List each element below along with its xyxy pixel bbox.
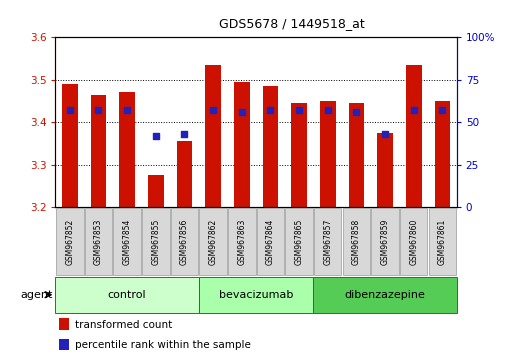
Point — [295, 107, 303, 113]
Text: GSM967858: GSM967858 — [352, 218, 361, 265]
Text: GSM967862: GSM967862 — [209, 218, 218, 265]
Point — [266, 107, 275, 113]
Text: GSM967853: GSM967853 — [94, 218, 103, 265]
Bar — [62, 84, 78, 207]
Bar — [171, 209, 198, 275]
Bar — [199, 277, 314, 313]
Text: GSM967855: GSM967855 — [151, 218, 161, 265]
Bar — [371, 209, 399, 275]
Bar — [142, 209, 169, 275]
Point — [438, 107, 447, 113]
Bar — [60, 318, 70, 330]
Text: control: control — [108, 290, 146, 300]
Bar — [119, 92, 135, 207]
Bar — [205, 65, 221, 207]
Text: transformed count: transformed count — [74, 320, 172, 330]
Bar — [176, 141, 192, 207]
Point — [65, 107, 74, 113]
Bar — [377, 133, 393, 207]
Point — [152, 133, 160, 138]
Bar — [429, 209, 456, 275]
Point — [209, 107, 218, 113]
Point — [180, 131, 188, 137]
Point — [410, 107, 418, 113]
Bar — [257, 209, 284, 275]
Point — [324, 107, 332, 113]
Text: percentile rank within the sample: percentile rank within the sample — [74, 340, 251, 350]
Text: agent: agent — [21, 290, 53, 300]
Text: GSM967857: GSM967857 — [323, 218, 332, 265]
Bar — [406, 65, 421, 207]
Text: GSM967854: GSM967854 — [122, 218, 131, 265]
Text: GSM967860: GSM967860 — [409, 218, 418, 265]
Text: GDS5678 / 1449518_at: GDS5678 / 1449518_at — [219, 17, 365, 30]
Bar — [228, 209, 256, 275]
Bar — [314, 209, 342, 275]
Bar — [114, 209, 141, 275]
Bar — [291, 103, 307, 207]
Bar — [285, 209, 313, 275]
Point — [238, 109, 246, 115]
Text: GSM967861: GSM967861 — [438, 218, 447, 265]
Point — [94, 107, 102, 113]
Text: GSM967863: GSM967863 — [237, 218, 246, 265]
Text: bevacizumab: bevacizumab — [219, 290, 293, 300]
Bar — [148, 175, 164, 207]
Bar — [91, 95, 106, 207]
Bar — [348, 103, 364, 207]
Bar — [55, 277, 199, 313]
Bar — [314, 277, 457, 313]
Bar — [56, 209, 83, 275]
Bar — [435, 101, 450, 207]
Bar — [400, 209, 428, 275]
Bar — [262, 86, 278, 207]
Point — [123, 107, 131, 113]
Point — [352, 109, 361, 115]
Text: GSM967865: GSM967865 — [295, 218, 304, 265]
Bar — [200, 209, 227, 275]
Point — [381, 131, 389, 137]
Text: dibenzazepine: dibenzazepine — [345, 290, 426, 300]
Text: GSM967864: GSM967864 — [266, 218, 275, 265]
Bar — [234, 82, 250, 207]
Bar — [84, 209, 112, 275]
Bar — [60, 338, 70, 350]
Text: GSM967859: GSM967859 — [381, 218, 390, 265]
Text: GSM967852: GSM967852 — [65, 218, 74, 265]
Bar — [320, 101, 336, 207]
Text: GSM967856: GSM967856 — [180, 218, 189, 265]
Bar — [343, 209, 370, 275]
